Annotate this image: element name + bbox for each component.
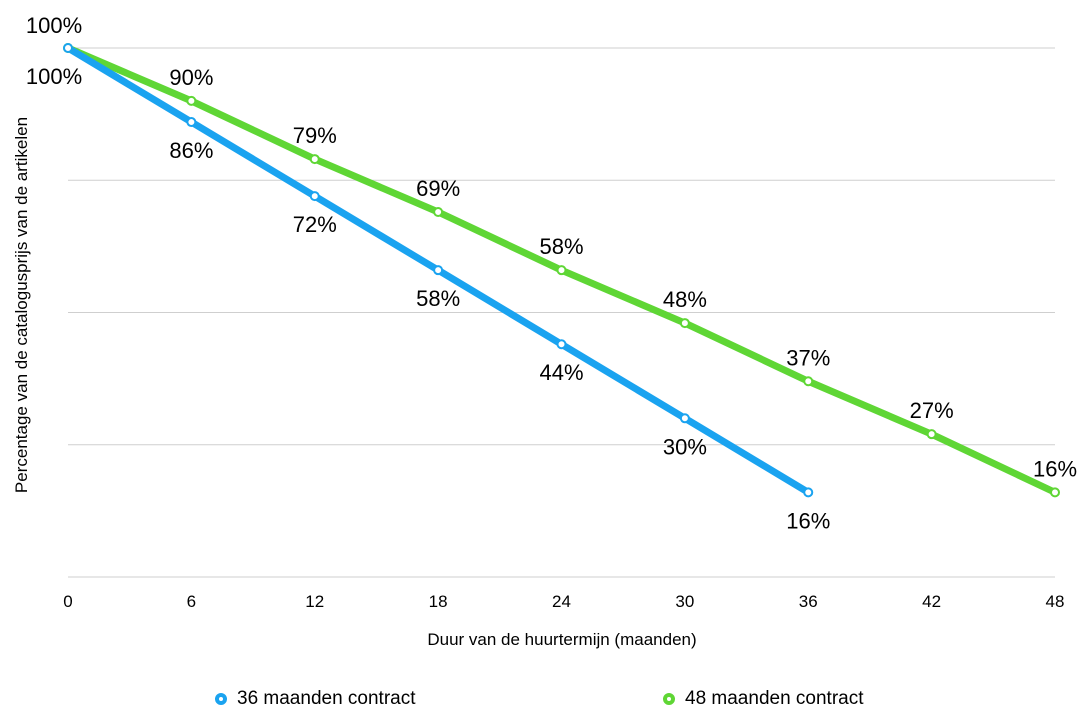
- legend: 36 maanden contract 48 maanden contract: [0, 688, 1082, 718]
- gridlines: [68, 47, 1055, 578]
- legend-marker-48: [663, 693, 675, 705]
- data-point: [679, 413, 690, 424]
- line-chart: 0 6 12 18 24 30 36 42 48 100%86%72%58%44%30%16%1…: [12, 13, 1077, 649]
- data-point: [803, 487, 814, 498]
- data-point: [803, 376, 814, 387]
- x-tick-label: 48: [1046, 592, 1065, 611]
- data-label: 58%: [539, 234, 583, 259]
- data-labels: 100% 86% 72% 58% 44% 30% 16% 100% 90% 79% 69% 58% 48…: [26, 13, 1077, 533]
- x-tick-label: 24: [552, 592, 571, 611]
- data-label: 16%: [786, 508, 830, 533]
- data-point: [433, 206, 444, 217]
- data-label: 79%: [293, 123, 337, 148]
- data-label: 58%: [416, 286, 460, 311]
- legend-item-36[interactable]: 36 maanden contract: [215, 688, 416, 710]
- legend-label-36: 36 maanden contract: [237, 688, 416, 709]
- x-tick-label: 36: [799, 592, 818, 611]
- data-point: [926, 429, 937, 440]
- data-label: 44%: [539, 360, 583, 385]
- x-tick-label: 42: [922, 592, 941, 611]
- y-axis-title: Percentage van de catalogusprijs van de …: [12, 117, 31, 493]
- x-tick-label: 6: [187, 592, 196, 611]
- data-point: [679, 318, 690, 329]
- data-label: 37%: [786, 345, 830, 370]
- data-point: [63, 43, 73, 53]
- data-label: 100%: [26, 13, 82, 38]
- legend-item-48[interactable]: 48 maanden contract: [663, 688, 864, 710]
- data-label: 69%: [416, 176, 460, 201]
- data-label: 100%: [26, 64, 82, 89]
- legend-label-48: 48 maanden contract: [685, 688, 864, 709]
- data-label: 90%: [169, 65, 213, 90]
- data-point: [556, 339, 567, 350]
- legend-marker-36: [215, 693, 227, 705]
- x-axis-ticks: 0 6 12 18 24 30 36 42 48: [63, 592, 1064, 611]
- data-point: [186, 95, 197, 106]
- data-label: 48%: [663, 287, 707, 312]
- x-tick-label: 12: [305, 592, 324, 611]
- data-point: [1050, 487, 1060, 498]
- data-point: [309, 191, 320, 202]
- data-point: [433, 265, 444, 276]
- x-tick-label: 0: [63, 592, 72, 611]
- data-label: 16%: [1033, 456, 1077, 481]
- data-label: 86%: [169, 138, 213, 163]
- x-tick-label: 18: [429, 592, 448, 611]
- data-label: 30%: [663, 434, 707, 459]
- data-point: [309, 154, 320, 165]
- x-axis-title: Duur van de huurtermijn (maanden): [427, 630, 696, 649]
- data-label: 27%: [910, 398, 954, 423]
- x-tick-label: 30: [675, 592, 694, 611]
- series-points: [63, 43, 1060, 498]
- data-point: [556, 265, 567, 276]
- data-point: [186, 117, 197, 128]
- data-label: 72%: [293, 212, 337, 237]
